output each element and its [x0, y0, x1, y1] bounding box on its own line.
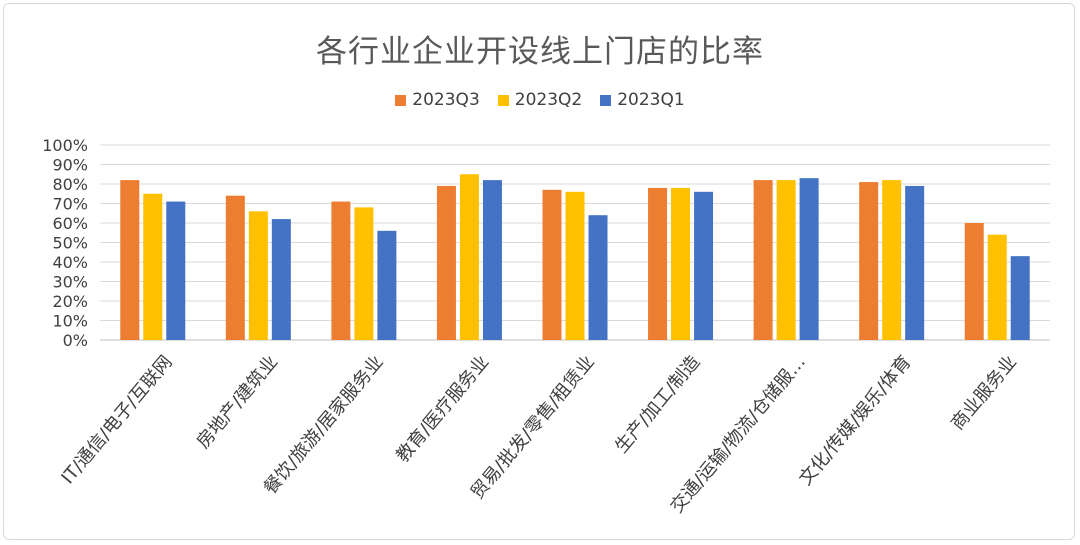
bar-2023Q1: [166, 201, 186, 340]
bar-2023Q1: [588, 215, 608, 340]
legend: 2023Q3 2023Q2 2023Q1: [0, 90, 1080, 110]
y-tick-label: 10%: [52, 312, 88, 331]
bar-2023Q2: [354, 207, 374, 340]
bar-2023Q3: [331, 201, 351, 340]
x-category-label: 文化/传媒/娱乐/体育: [795, 352, 915, 490]
y-tick-label: 40%: [52, 253, 88, 272]
legend-label: 2023Q3: [412, 90, 480, 110]
bar-2023Q2: [882, 180, 902, 340]
y-tick-label: 100%: [42, 136, 88, 155]
x-category-label: 生产/加工/制造: [611, 352, 704, 458]
bar-2023Q3: [120, 180, 140, 340]
x-category-label: 教育/医疗服务业: [392, 352, 493, 467]
y-tick-label: 60%: [52, 214, 88, 233]
bar-2023Q3: [436, 185, 456, 340]
x-category-label: 餐饮/旅游/居家服务业: [260, 352, 388, 499]
bar-2023Q1: [799, 178, 819, 340]
legend-item: 2023Q3: [395, 90, 480, 110]
bar-2023Q2: [671, 187, 691, 340]
bar-2023Q1: [271, 219, 291, 340]
bar-2023Q3: [753, 180, 773, 340]
x-category-label: 房地产/建筑业: [193, 352, 282, 453]
y-tick-label: 30%: [52, 273, 88, 292]
bar-2023Q1: [1010, 256, 1030, 340]
y-tick-label: 20%: [52, 292, 88, 311]
bar-2023Q3: [964, 223, 984, 340]
bar-2023Q2: [565, 191, 585, 340]
bar-2023Q1: [694, 191, 714, 340]
bar-2023Q3: [542, 189, 562, 340]
bar-2023Q3: [648, 187, 668, 340]
bar-2023Q3: [225, 195, 245, 340]
bar-2023Q1: [905, 185, 925, 340]
bar-2023Q2: [143, 193, 163, 340]
y-tick-label: 50%: [52, 234, 88, 253]
legend-item: 2023Q1: [600, 90, 685, 110]
bar-2023Q2: [459, 174, 479, 340]
x-category-label: IT/通信/电子/互联网: [57, 352, 176, 488]
y-tick-label: 80%: [52, 175, 88, 194]
legend-label: 2023Q1: [617, 90, 685, 110]
bar-2023Q2: [776, 180, 796, 340]
y-tick-label: 0%: [63, 331, 88, 350]
bar-2023Q1: [482, 180, 502, 340]
bar-2023Q3: [859, 182, 879, 340]
bar-2023Q1: [377, 230, 397, 340]
legend-swatch: [600, 94, 612, 106]
x-category-label: 贸易/批发/零售/租赁业: [467, 352, 599, 504]
legend-swatch: [497, 94, 509, 106]
x-category-label: 商业服务业: [947, 352, 1021, 434]
legend-label: 2023Q2: [514, 90, 583, 110]
bar-2023Q2: [987, 234, 1007, 340]
y-tick-label: 90%: [52, 156, 88, 175]
legend-item: 2023Q2: [497, 90, 583, 110]
legend-swatch: [395, 94, 407, 106]
chart-title: 各行业企业开设线上门店的比率: [316, 34, 764, 70]
bar-2023Q2: [248, 211, 268, 340]
y-tick-label: 70%: [52, 195, 88, 214]
